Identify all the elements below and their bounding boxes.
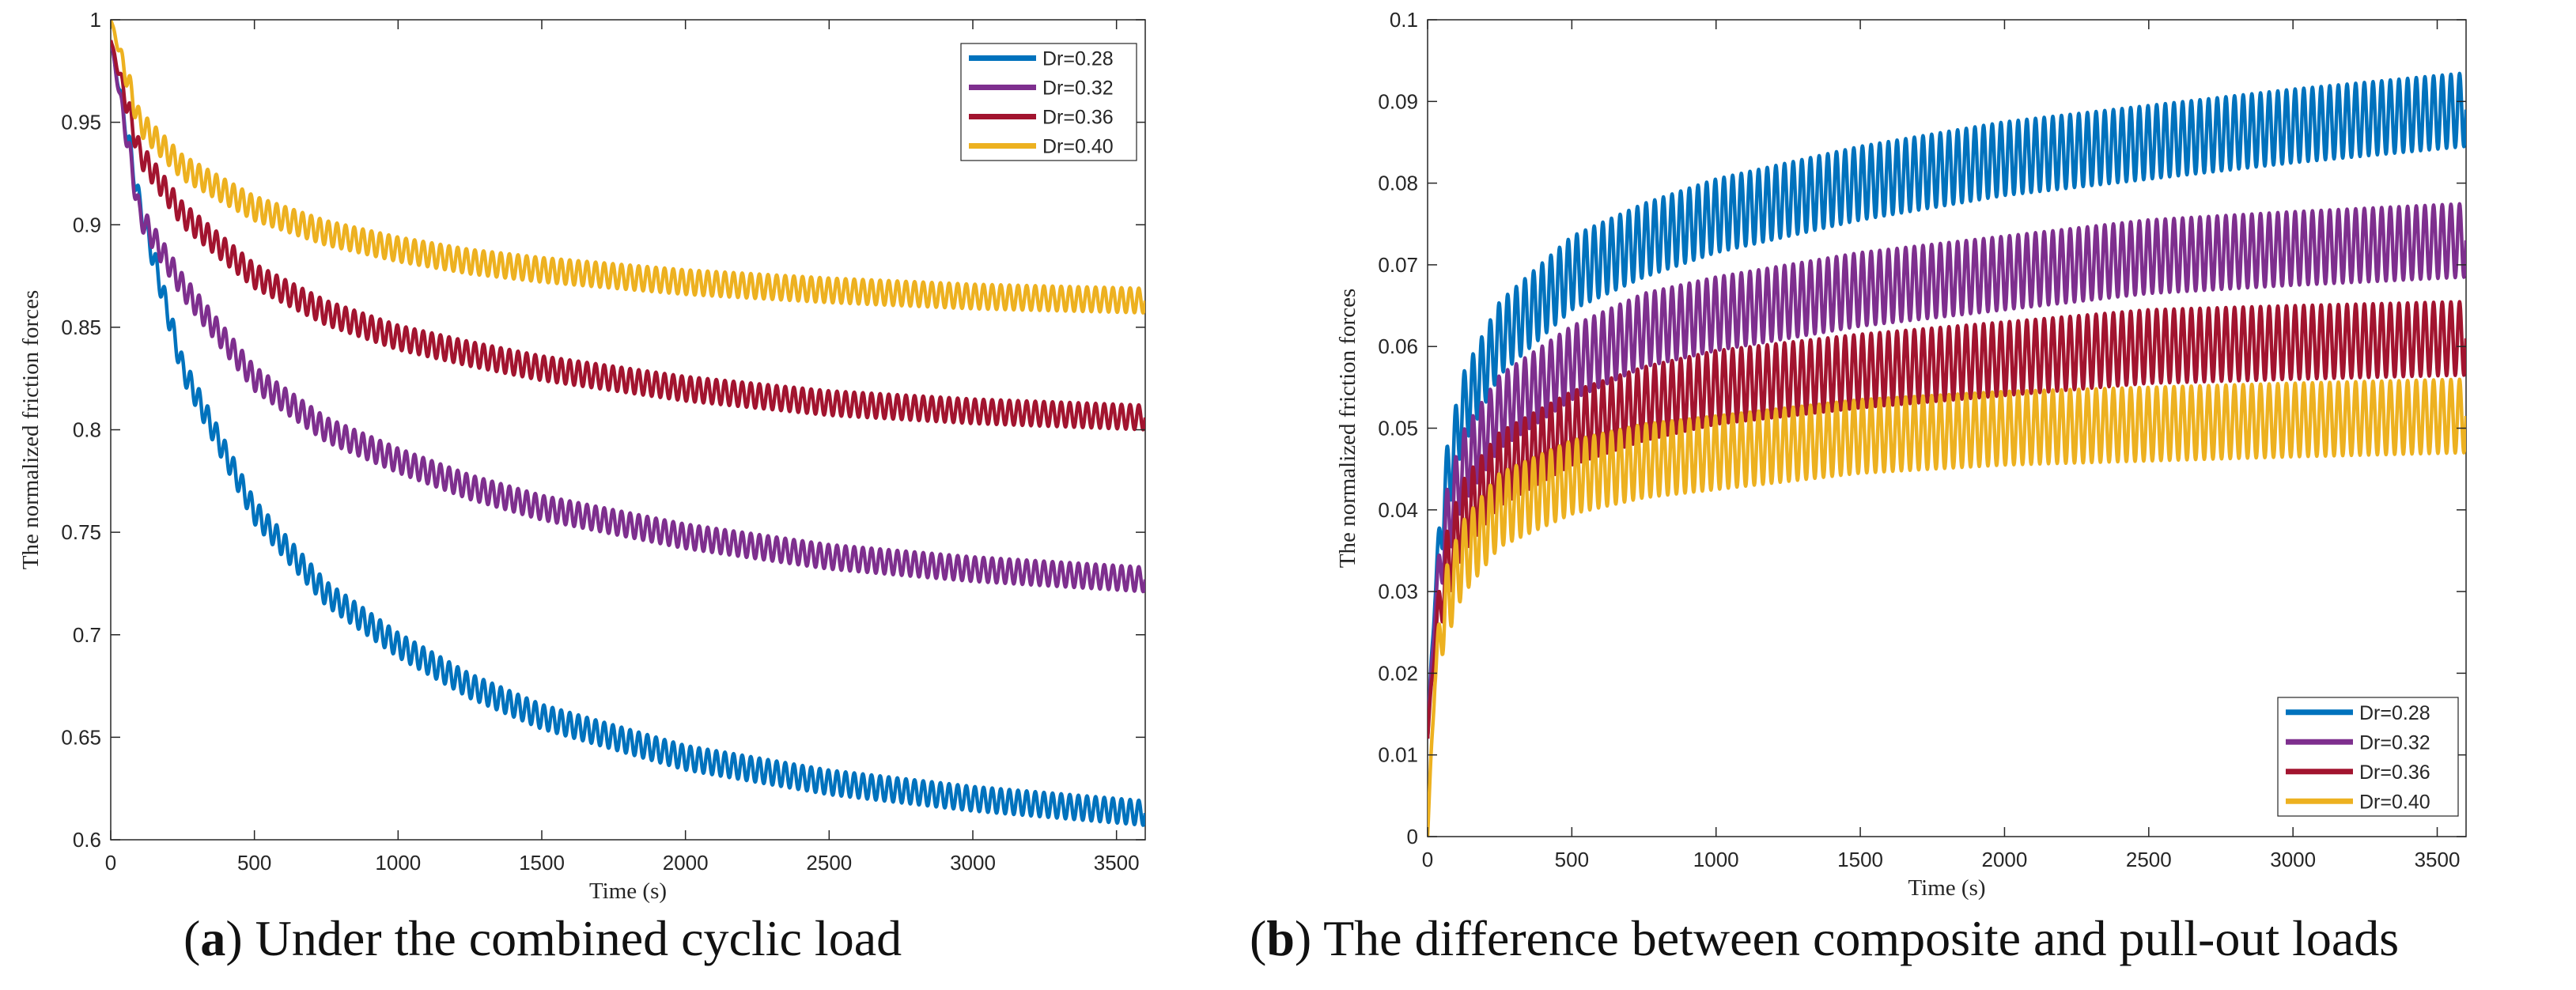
series-line-a-3 bbox=[111, 20, 1145, 315]
y-tick-label: 0.04 bbox=[1378, 498, 1418, 522]
y-axis-label: The normalized friction forces bbox=[18, 290, 44, 569]
y-tick-label: 0 bbox=[1407, 825, 1418, 848]
series-line-b-0 bbox=[1428, 71, 2466, 739]
legend-b: Dr=0.28 Dr=0.32 Dr=0.36 Dr=0.40 bbox=[2277, 697, 2459, 817]
y-tick-label: 0.65 bbox=[61, 725, 101, 749]
legend-label: Dr=0.36 bbox=[1042, 107, 1114, 129]
legend-label: Dr=0.32 bbox=[2359, 731, 2430, 754]
y-tick-label: 0.85 bbox=[61, 316, 101, 339]
y-tick-label: 0.1 bbox=[1390, 8, 1418, 32]
y-tick-label: 0.08 bbox=[1378, 172, 1418, 195]
series-line-a-2 bbox=[111, 40, 1145, 432]
y-tick-label: 0.09 bbox=[1378, 89, 1418, 113]
y-tick-label: 0.75 bbox=[61, 520, 101, 544]
caption-b-text: The difference between composite and pul… bbox=[1323, 910, 2400, 966]
legend-a: Dr=0.28 Dr=0.32 Dr=0.36 Dr=0.40 bbox=[960, 43, 1137, 161]
caption-b: (b) The difference between composite and… bbox=[1250, 910, 2400, 966]
x-tick-label: 3000 bbox=[2270, 848, 2316, 871]
y-tick-label: 0.8 bbox=[73, 418, 101, 442]
x-tick-label: 2000 bbox=[663, 851, 709, 875]
y-tick-label: 0.7 bbox=[73, 623, 101, 647]
x-tick-label: 3500 bbox=[2415, 848, 2461, 871]
series-line-b-1 bbox=[1428, 202, 2466, 739]
legend-label: Dr=0.40 bbox=[1042, 136, 1114, 158]
x-tick-label: 3000 bbox=[950, 851, 996, 875]
chart-panel-a: 0 500 1000 1500 2000 2500 3000 3500 0.6 0.65 0.7 0.… bbox=[18, 8, 1146, 904]
y-tick-label: 1 bbox=[90, 8, 101, 32]
x-tick-label: 0 bbox=[105, 851, 116, 875]
y-tick-label: 0.03 bbox=[1378, 580, 1418, 603]
x-tick-label: 2000 bbox=[1982, 848, 2028, 871]
series-line-a-0 bbox=[111, 40, 1145, 827]
legend-label: Dr=0.28 bbox=[1042, 48, 1114, 70]
y-tick-label: 0.01 bbox=[1378, 743, 1418, 767]
x-tick-label: 1000 bbox=[1693, 848, 1739, 871]
caption-a-letter: a bbox=[200, 910, 226, 966]
series-line-b-2 bbox=[1428, 300, 2466, 739]
legend-box bbox=[960, 43, 1137, 161]
x-tick-label: 500 bbox=[237, 851, 271, 875]
chart-panel-b: 0 500 1000 1500 2000 2500 3000 3500 0 0.01 0.02 0.0… bbox=[1335, 8, 2467, 901]
y-axis-label: The normalized friction forces bbox=[1335, 289, 1360, 568]
y-tick-label: 0.02 bbox=[1378, 661, 1418, 685]
y-tick-label: 0.9 bbox=[73, 213, 101, 236]
x-tick-label: 2500 bbox=[806, 851, 852, 875]
x-tick-label: 1500 bbox=[1837, 848, 1883, 871]
caption-b-letter: b bbox=[1266, 910, 1295, 966]
legend-box bbox=[2277, 697, 2459, 817]
legend-label: Dr=0.36 bbox=[2359, 761, 2430, 784]
x-tick-label: 0 bbox=[1422, 848, 1433, 871]
x-tick-label: 1500 bbox=[519, 851, 565, 875]
x-axis-label: Time (s) bbox=[589, 879, 667, 904]
x-axis-label: Time (s) bbox=[1908, 875, 1985, 901]
x-tick-label: 500 bbox=[1555, 848, 1589, 871]
legend-label: Dr=0.28 bbox=[2359, 702, 2430, 724]
x-tick-label: 1000 bbox=[375, 851, 421, 875]
y-tick-label: 0.05 bbox=[1378, 417, 1418, 440]
legend-label: Dr=0.40 bbox=[2359, 791, 2430, 813]
legend-label: Dr=0.32 bbox=[1042, 77, 1114, 100]
y-tick-label: 0.95 bbox=[61, 111, 101, 134]
series-line-a-1 bbox=[111, 40, 1145, 594]
x-tick-label: 2500 bbox=[2126, 848, 2172, 871]
y-tick-label: 0.06 bbox=[1378, 334, 1418, 358]
caption-a: (a) Under the combined cyclic load bbox=[183, 910, 902, 966]
x-tick-label: 3500 bbox=[1094, 851, 1140, 875]
y-tick-label: 0.07 bbox=[1378, 253, 1418, 277]
caption-a-text: Under the combined cyclic load bbox=[255, 910, 902, 966]
y-tick-label: 0.6 bbox=[73, 828, 101, 852]
series-line-b-3 bbox=[1428, 377, 2466, 837]
